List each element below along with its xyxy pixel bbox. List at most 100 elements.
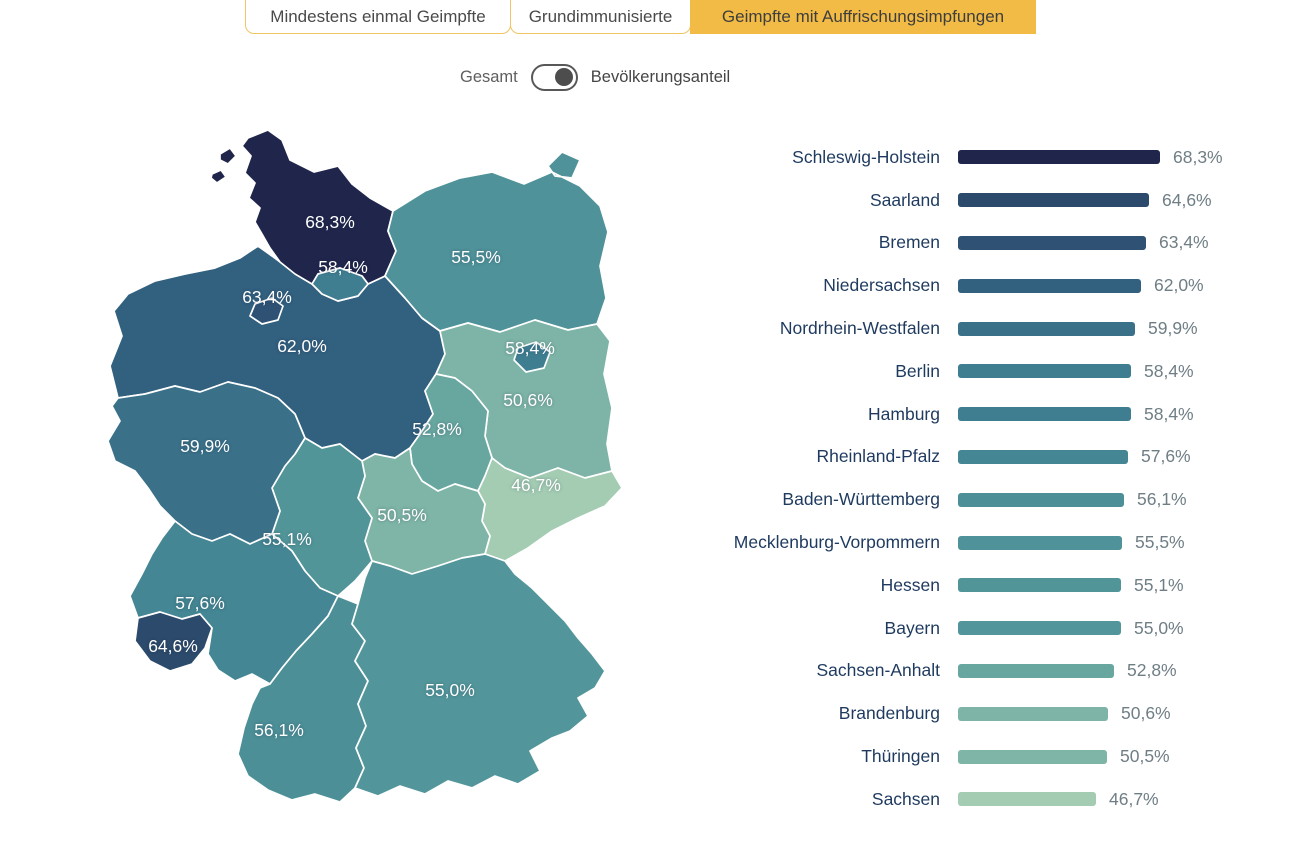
bar-sn[interactable] (958, 792, 1096, 807)
bar-track: 64,6% (958, 190, 1212, 211)
tab-geimpfte-mit-auffrischungsimpfungen[interactable]: Geimpfte mit Auffrischungsimpfungen (690, 0, 1036, 34)
map-value-label-hh: 58,4% (318, 257, 368, 277)
bar-value-st: 52,8% (1127, 660, 1177, 681)
bar-label-sn: Sachsen (871, 788, 940, 809)
bar-value-sh: 68,3% (1173, 146, 1223, 167)
switch-knob-icon (554, 68, 573, 86)
map-value-label-he: 55,1% (262, 529, 312, 549)
map-state-be[interactable] (513, 341, 551, 373)
map-value-label-bb: 50,6% (503, 390, 553, 410)
bar-bb[interactable] (958, 706, 1108, 721)
map-state-sl[interactable] (134, 611, 213, 672)
bar-track: 63,4% (958, 232, 1209, 253)
bar-track: 50,6% (958, 703, 1171, 724)
bar-track: 58,4% (958, 361, 1194, 382)
bar-value-mv: 55,5% (1135, 532, 1185, 553)
bar-track: 59,9% (958, 318, 1198, 339)
bar-track: 55,1% (958, 575, 1184, 596)
bar-row-nrw: Nordrhein-Westfalen 59,9% (705, 307, 1305, 350)
bar-be[interactable] (958, 364, 1131, 379)
map-state-hh[interactable] (311, 267, 369, 302)
bar-row-he: Hessen 55,1% (705, 564, 1305, 607)
bar-label-bw: Baden-Württemberg (782, 489, 940, 510)
bar-label-ni: Niedersachsen (823, 275, 940, 296)
bar-hh[interactable] (958, 407, 1131, 422)
bar-row-st: Sachsen-Anhalt 52,8% (705, 650, 1305, 693)
bar-track: 50,5% (958, 746, 1170, 767)
bar-track: 55,0% (958, 618, 1184, 639)
bar-hb[interactable] (958, 235, 1146, 250)
map-value-label-nrw: 59,9% (180, 436, 230, 456)
bar-value-sn: 46,7% (1109, 788, 1159, 809)
bar-value-be: 58,4% (1144, 360, 1194, 381)
bar-label-nrw: Nordrhein-Westfalen (779, 318, 940, 339)
map-state-sn[interactable] (477, 457, 623, 562)
bar-label-rlp: Rheinland-Pfalz (816, 446, 940, 467)
bar-label-be: Berlin (895, 360, 940, 381)
bar-row-by: Bayern 55,0% (705, 607, 1305, 650)
state-bar-chart: Schleswig-Holstein 68,3% Saarland 64,6% Brem… (705, 136, 1305, 821)
bar-value-rlp: 57,6% (1141, 446, 1191, 467)
map-value-label-hb: 63,4% (242, 287, 292, 307)
map-state-hb[interactable] (249, 297, 284, 325)
tab-bar: Mindestens einmal Geimpfte Grundimmunisi… (245, 0, 1036, 34)
bar-row-sl: Saarland 64,6% (705, 179, 1305, 222)
bar-ni[interactable] (958, 278, 1141, 293)
map-value-label-be: 58,4% (505, 338, 555, 358)
bar-row-rlp: Rheinland-Pfalz 57,6% (705, 436, 1305, 479)
bar-value-bw: 56,1% (1137, 489, 1187, 510)
bar-value-hb: 63,4% (1159, 232, 1209, 253)
map-value-label-sn: 46,7% (511, 475, 561, 495)
bar-he[interactable] (958, 578, 1121, 593)
map-value-label-th: 50,5% (377, 505, 427, 525)
bar-nrw[interactable] (958, 321, 1135, 336)
bar-bw[interactable] (958, 492, 1124, 507)
bar-th[interactable] (958, 749, 1107, 764)
bar-label-th: Thüringen (861, 746, 940, 767)
bar-value-sl: 64,6% (1162, 189, 1212, 210)
bar-label-hh: Hamburg (868, 403, 940, 424)
bar-row-hh: Hamburg 58,4% (705, 393, 1305, 436)
map-state-by[interactable] (351, 553, 606, 797)
bar-value-he: 55,1% (1134, 574, 1184, 595)
map-value-label-rlp: 57,6% (175, 593, 225, 613)
bar-sl[interactable] (958, 193, 1149, 208)
map-value-label-st: 52,8% (412, 419, 462, 439)
bar-rlp[interactable] (958, 449, 1128, 464)
bar-row-sn: Sachsen 46,7% (705, 778, 1305, 821)
tab-mindestens-einmal-geimpfte[interactable]: Mindestens einmal Geimpfte (245, 0, 511, 34)
bar-label-sl: Saarland (869, 189, 940, 210)
bar-label-by: Bayern (884, 617, 940, 638)
bar-value-th: 50,5% (1120, 746, 1170, 767)
bar-track: 56,1% (958, 489, 1187, 510)
map-state-mv[interactable] (384, 151, 609, 333)
bar-sh[interactable] (958, 150, 1160, 165)
map-value-label-sl: 64,6% (148, 636, 198, 656)
bar-by[interactable] (958, 621, 1121, 636)
bar-track: 68,3% (958, 147, 1223, 168)
bar-track: 52,8% (958, 660, 1177, 681)
map-value-label-ni: 62,0% (277, 336, 327, 356)
bar-label-mv: Mecklenburg-Vorpommern (733, 532, 940, 553)
bar-track: 55,5% (958, 532, 1185, 553)
gesamt-bevoelkerungsanteil-switch[interactable] (530, 63, 578, 91)
bar-row-bb: Brandenburg 50,6% (705, 692, 1305, 735)
bar-value-nrw: 59,9% (1148, 318, 1198, 339)
toggle-label-bevoelkerungsanteil: Bevölkerungsanteil (590, 67, 731, 86)
tab-grundimmunisierte[interactable]: Grundimmunisierte (510, 0, 691, 34)
bar-label-sh: Schleswig-Holstein (792, 146, 940, 167)
bar-st[interactable] (958, 663, 1114, 678)
bar-row-th: Thüringen 50,5% (705, 735, 1305, 778)
map-state-nrw[interactable] (107, 381, 306, 545)
map-value-label-bw: 56,1% (254, 720, 304, 740)
bar-row-ni: Niedersachsen 62,0% (705, 264, 1305, 307)
bar-mv[interactable] (958, 535, 1122, 550)
bar-row-mv: Mecklenburg-Vorpommern 55,5% (705, 521, 1305, 564)
bar-value-bb: 50,6% (1121, 703, 1171, 724)
bar-track: 58,4% (958, 404, 1194, 425)
bar-track: 46,7% (958, 789, 1159, 810)
bar-track: 57,6% (958, 446, 1191, 467)
toggle-label-gesamt: Gesamt (460, 67, 518, 86)
bar-label-he: Hessen (880, 574, 940, 595)
bar-value-hh: 58,4% (1144, 403, 1194, 424)
